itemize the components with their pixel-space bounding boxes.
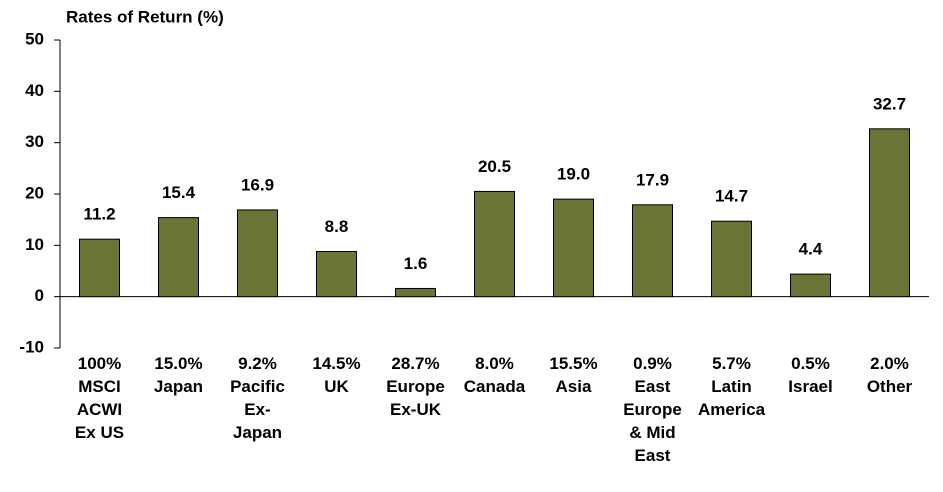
x-tick-label: 14.5% UK — [312, 354, 360, 396]
data-label: 11.2 — [83, 205, 115, 224]
bar — [553, 198, 594, 298]
data-label: 16.9 — [241, 175, 274, 194]
data-label: 20.5 — [478, 157, 511, 176]
x-tick-label: 100% MSCI ACWI Ex US — [75, 354, 124, 442]
data-label: 8.8 — [325, 217, 349, 236]
bar — [237, 209, 278, 298]
data-label: 17.9 — [636, 170, 669, 189]
chart-title: Rates of Return (%) — [66, 7, 224, 26]
bar — [316, 250, 357, 298]
y-tick-label: 20 — [25, 183, 44, 202]
bar — [474, 190, 515, 298]
y-tick-label: 50 — [25, 29, 44, 48]
bar — [632, 204, 673, 298]
data-label: 4.4 — [799, 240, 823, 259]
data-label: 32.7 — [873, 94, 906, 113]
x-tick-label: 8.0% Canada — [464, 354, 526, 396]
x-tick-label: 28.7% Europe Ex-UK — [386, 354, 445, 419]
bar — [711, 220, 752, 298]
x-tick-label: 2.0% Other — [867, 354, 913, 396]
x-tick-label: 15.5% Asia — [549, 354, 597, 396]
x-tick-label: 9.2% Pacific Ex-Japan — [230, 354, 285, 442]
y-tick-label: 30 — [25, 132, 44, 151]
data-label: 1.6 — [404, 254, 428, 273]
bar — [869, 128, 910, 298]
y-tick-label: -10 — [19, 337, 44, 356]
data-label: 14.7 — [715, 187, 748, 206]
data-label: 15.4 — [162, 183, 196, 202]
bar — [79, 238, 120, 298]
x-tick-label: 0.9% East Europe & Mid East — [623, 354, 682, 465]
y-tick-label: 40 — [25, 81, 44, 100]
x-tick-label: 15.0% Japan — [154, 354, 203, 396]
data-label: 19.0 — [557, 165, 590, 184]
y-tick-label: 10 — [25, 235, 44, 254]
bar — [158, 217, 199, 298]
bar — [395, 287, 436, 298]
y-tick-label: 0 — [35, 286, 44, 305]
x-tick-label: 5.7% Latin America — [698, 354, 766, 419]
bar — [790, 273, 831, 298]
x-tick-label: 0.5% Israel — [788, 354, 832, 396]
